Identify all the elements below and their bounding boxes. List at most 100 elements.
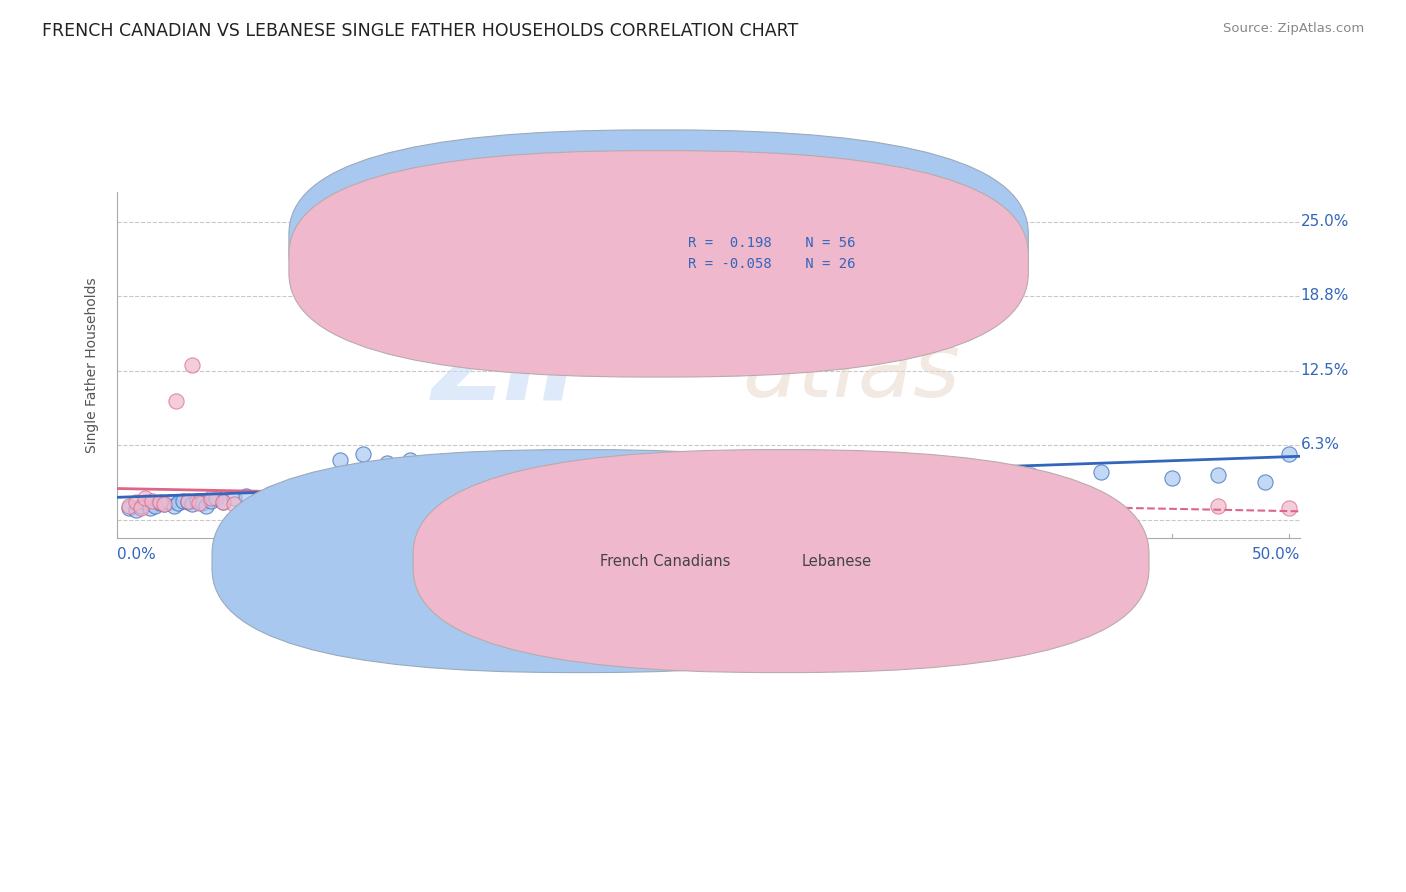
Point [200, 493, 222, 508]
Text: 18.8%: 18.8% [1301, 288, 1348, 303]
Point [204, 491, 226, 506]
Point [808, 467, 831, 482]
Point [224, 497, 246, 511]
Point [879, 463, 901, 477]
Point [224, 491, 246, 506]
Point [305, 477, 328, 491]
Point [153, 497, 176, 511]
Point [316, 483, 339, 497]
Point [387, 493, 409, 508]
Point [211, 495, 233, 509]
Point [148, 496, 170, 510]
Point [1019, 467, 1042, 482]
FancyBboxPatch shape [626, 234, 922, 282]
Point [551, 459, 574, 474]
Point [134, 495, 156, 509]
Point [129, 499, 152, 513]
Point [762, 496, 785, 510]
Point [411, 465, 433, 479]
FancyBboxPatch shape [288, 130, 1028, 356]
Point [692, 461, 714, 475]
Point [118, 500, 141, 515]
Point [340, 497, 363, 511]
Point [162, 499, 184, 513]
Point [1208, 499, 1230, 513]
Point [364, 475, 387, 489]
Point [598, 463, 620, 477]
Text: 50.0%: 50.0% [1253, 548, 1301, 562]
FancyBboxPatch shape [413, 450, 1149, 673]
Point [129, 500, 152, 515]
Point [352, 447, 374, 461]
Point [281, 491, 304, 506]
Text: R = -0.058    N = 26: R = -0.058 N = 26 [688, 257, 855, 270]
Point [1254, 475, 1277, 489]
Point [1208, 467, 1230, 482]
Point [167, 496, 190, 510]
Point [200, 491, 222, 506]
Text: 6.3%: 6.3% [1301, 437, 1340, 452]
Point [270, 489, 292, 503]
Point [176, 495, 198, 509]
Text: French Canadians: French Canadians [600, 554, 731, 569]
Point [527, 497, 550, 511]
Point [143, 499, 166, 513]
Point [422, 459, 444, 474]
Point [738, 465, 761, 479]
Text: R =  0.198    N = 56: R = 0.198 N = 56 [688, 236, 855, 250]
Point [165, 393, 187, 408]
Y-axis label: Single Father Households: Single Father Households [86, 277, 100, 453]
Point [246, 493, 269, 508]
Point [153, 497, 176, 511]
Point [387, 471, 409, 485]
Point [1278, 500, 1301, 515]
Point [470, 463, 492, 477]
Point [399, 453, 422, 467]
Point [1278, 447, 1301, 461]
Point [181, 358, 204, 372]
Point [141, 493, 163, 508]
Point [457, 496, 479, 510]
Point [181, 497, 204, 511]
Point [527, 465, 550, 479]
Text: Source: ZipAtlas.com: Source: ZipAtlas.com [1223, 22, 1364, 36]
Point [492, 467, 515, 482]
Point [329, 453, 352, 467]
Point [172, 493, 194, 508]
Point [118, 499, 141, 513]
FancyBboxPatch shape [212, 450, 948, 673]
Point [125, 503, 148, 517]
Point [434, 467, 457, 482]
Point [375, 456, 398, 470]
Point [125, 495, 148, 509]
Text: 0.0%: 0.0% [117, 548, 156, 562]
Point [139, 500, 162, 515]
Text: atlas: atlas [742, 328, 960, 416]
Point [188, 496, 211, 510]
Point [259, 486, 281, 500]
FancyBboxPatch shape [288, 151, 1028, 377]
Point [235, 489, 257, 503]
Text: ZIP: ZIP [432, 324, 614, 420]
Point [211, 495, 233, 509]
Point [148, 495, 170, 509]
Point [190, 496, 212, 510]
Text: FRENCH CANADIAN VS LEBANESE SINGLE FATHER HOUSEHOLDS CORRELATION CHART: FRENCH CANADIAN VS LEBANESE SINGLE FATHE… [42, 22, 799, 40]
Point [1160, 471, 1182, 485]
Point [1090, 495, 1112, 509]
Point [294, 486, 316, 500]
Text: 12.5%: 12.5% [1301, 363, 1348, 378]
Point [186, 493, 208, 508]
Point [134, 491, 156, 506]
Point [645, 456, 668, 470]
Point [949, 459, 972, 474]
Point [927, 499, 949, 513]
Text: 25.0%: 25.0% [1301, 214, 1348, 229]
Text: Lebanese: Lebanese [801, 554, 872, 569]
Point [621, 495, 644, 509]
Point [195, 499, 218, 513]
Point [1090, 465, 1112, 479]
Point [340, 479, 363, 493]
Point [270, 496, 292, 510]
Point [176, 493, 198, 508]
